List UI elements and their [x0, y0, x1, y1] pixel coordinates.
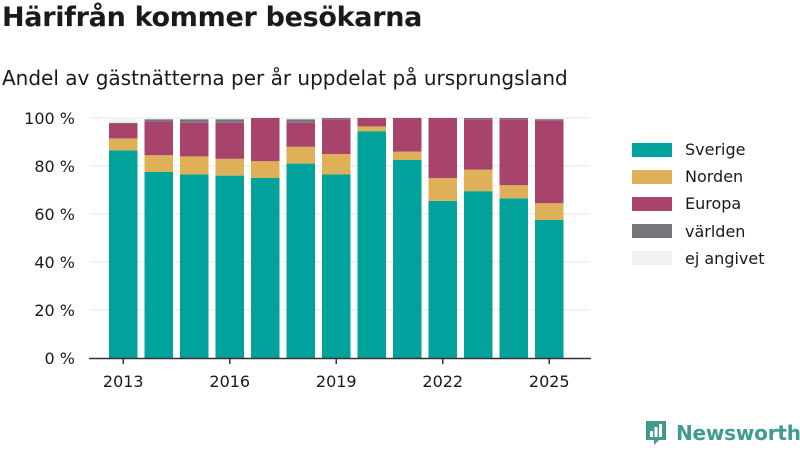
bar-segment: [428, 178, 457, 201]
bar-segment: [535, 220, 564, 358]
bar-segment: [286, 119, 315, 123]
bar-segment: [144, 119, 173, 122]
bar-segment: [499, 118, 528, 120]
bar-segment: [109, 119, 138, 123]
bar-segment: [144, 155, 173, 172]
legend-item: ej angivet: [632, 245, 765, 272]
bar-segment: [286, 122, 315, 147]
bar-segment: [393, 160, 422, 358]
bar-segment: [322, 118, 351, 120]
bar-segment: [393, 151, 422, 160]
bar-segment: [180, 174, 209, 358]
legend-item: världen: [632, 218, 765, 245]
bar-segment: [535, 203, 564, 220]
newsworthy-logo-icon: [646, 421, 666, 445]
bar-segment: [322, 174, 351, 358]
bar-segment: [180, 156, 209, 175]
x-tick-label: 2022: [422, 372, 463, 391]
legend-label: Norden: [685, 167, 744, 187]
legend-label: Sverige: [685, 140, 746, 160]
bar-segment: [428, 118, 457, 178]
bar-segment: [286, 118, 315, 120]
bar-segment: [428, 200, 457, 358]
legend-label: världen: [685, 221, 746, 241]
chart-subtitle: Andel av gästnätterna per år uppdelat på…: [2, 66, 568, 90]
brand-name: Newsworthy: [676, 421, 800, 445]
bar-segment: [109, 124, 138, 139]
y-tick-label: 60 %: [34, 205, 75, 224]
bar-segment: [215, 175, 244, 358]
legend-swatch: [632, 196, 672, 211]
bar-segment: [180, 118, 209, 120]
bar-segment: [215, 119, 244, 123]
legend-label: ej angivet: [685, 248, 765, 268]
y-tick-label: 0 %: [45, 349, 75, 368]
bar-segment: [251, 161, 280, 178]
bar-segment: [535, 120, 564, 204]
bar-segment: [109, 122, 138, 124]
bar-segment: [499, 185, 528, 199]
y-tick-label: 40 %: [34, 253, 75, 272]
bar-segment: [357, 126, 386, 132]
bar-segment: [499, 119, 528, 186]
bar-segment: [180, 122, 209, 157]
x-tick-label: 2025: [529, 372, 570, 391]
bar-segment: [251, 178, 280, 358]
bar-segment: [393, 118, 422, 152]
x-tick-label: 2016: [209, 372, 250, 391]
legend-item: Europa: [632, 190, 765, 217]
bar-segment: [464, 119, 493, 170]
y-tick-label: 100 %: [24, 109, 75, 128]
legend-item: Sverige: [632, 136, 765, 163]
x-tick-label: 2013: [103, 372, 144, 391]
bar-segment: [109, 150, 138, 358]
bar-segment: [215, 158, 244, 176]
bar-segment: [357, 131, 386, 358]
y-tick-label: 80 %: [34, 157, 75, 176]
bar-segment: [357, 118, 386, 127]
bar-segment: [535, 119, 564, 121]
chart-title: Härifrån kommer besökarna: [2, 2, 423, 33]
bar-segment: [286, 146, 315, 164]
bar-segment: [464, 169, 493, 192]
bar-segment: [322, 119, 351, 154]
bar-segment: [251, 118, 280, 162]
bar-segment: [215, 118, 244, 120]
bar-segment: [144, 121, 173, 156]
bar-segment: [144, 118, 173, 120]
bar-segment: [499, 198, 528, 358]
bar-segment: [464, 118, 493, 120]
bar-segment: [322, 154, 351, 175]
legend-swatch: [632, 142, 672, 157]
bar-segment: [464, 191, 493, 358]
legend-item: Norden: [632, 163, 765, 190]
x-tick-label: 2019: [316, 372, 357, 391]
bar-segment: [215, 122, 244, 159]
legend-swatch: [632, 251, 672, 266]
legend-label: Europa: [685, 194, 742, 214]
bar-segment: [144, 172, 173, 358]
legend-swatch: [632, 224, 672, 239]
legend-swatch: [632, 169, 672, 184]
bar-segment: [286, 163, 315, 358]
chart-legend: Sverige Norden Europa världen ej angivet: [632, 136, 765, 272]
brand-logo: Newsworthy: [644, 419, 800, 447]
bar-segment: [109, 138, 138, 151]
bar-segment: [180, 119, 209, 123]
y-tick-label: 20 %: [34, 301, 75, 320]
